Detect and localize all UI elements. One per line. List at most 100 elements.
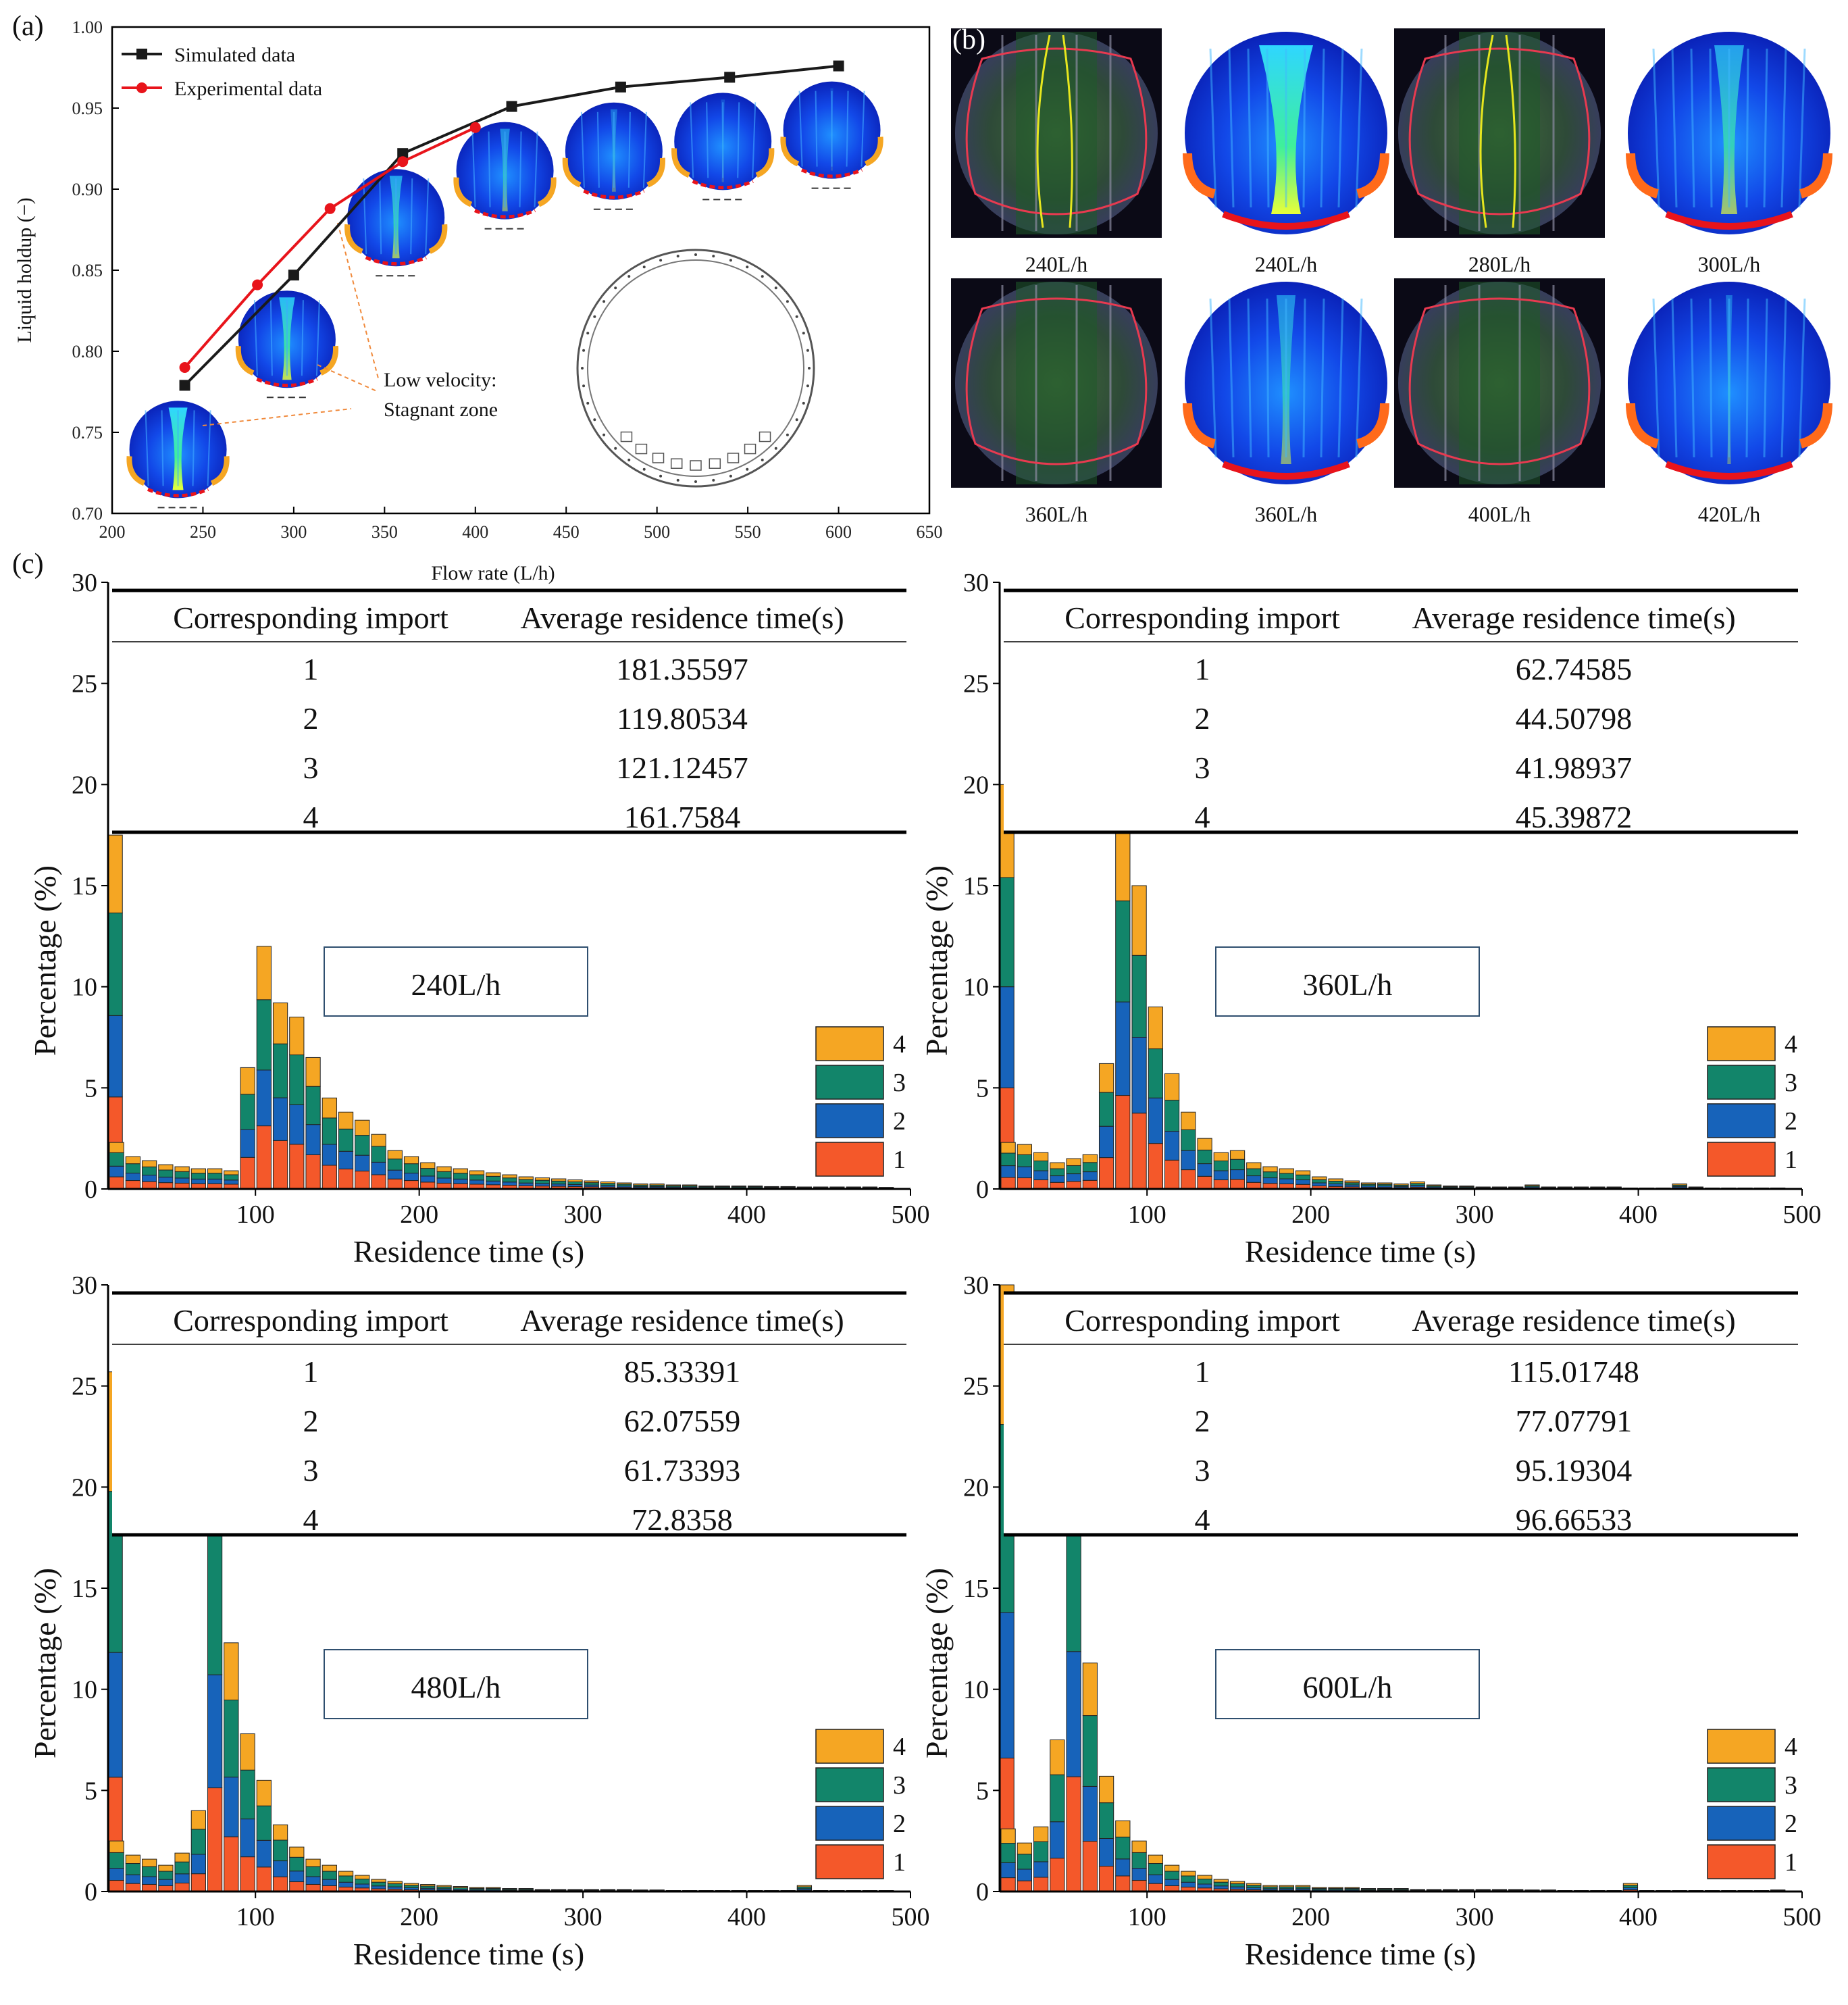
bar-segment-import-2 <box>1131 1037 1147 1114</box>
bar-segment-import-3 <box>305 1086 321 1125</box>
bar-segment-import-4 <box>1491 1889 1508 1891</box>
flow-rate-box <box>1215 946 1480 1017</box>
bar-segment-import-4 <box>1426 1184 1442 1186</box>
bar-segment-import-2 <box>502 1182 517 1186</box>
legend-label-1: 1 <box>1785 1848 1797 1877</box>
annotation-line-1: Low velocity: <box>384 369 496 391</box>
x-tick-label-a: 550 <box>735 522 761 542</box>
bar-segment-import-2 <box>1181 1881 1196 1887</box>
legend-label-3: 3 <box>893 1069 906 1097</box>
bar-segment-import-3 <box>1197 1149 1212 1165</box>
schematic-hole <box>786 300 789 303</box>
table-cell-import: 2 <box>303 701 319 736</box>
bar-segment-import-1 <box>125 1883 140 1892</box>
y-tick-label-a: 0.90 <box>72 180 103 199</box>
table-cell-time: 72.8358 <box>632 1502 733 1537</box>
experimental-point <box>397 156 409 168</box>
image-cell: 420L/h <box>1626 282 1832 526</box>
table-cell-time: 161.7584 <box>624 800 741 834</box>
bar-segment-import-3 <box>469 1174 485 1181</box>
schematic-nozzle <box>727 453 740 463</box>
bar-segment-import-2 <box>1033 1170 1049 1181</box>
bar-segment-import-2 <box>256 1069 272 1127</box>
cfd-thumbnail <box>671 93 775 201</box>
bar-segment-import-1 <box>174 1882 190 1892</box>
schematic-hole <box>582 349 586 352</box>
schematic-outer-ring <box>576 249 815 488</box>
legend-label-1: 1 <box>893 1146 906 1174</box>
bar-segment-import-4 <box>453 1168 468 1174</box>
bar-segment-import-3 <box>1148 1863 1163 1875</box>
bar-segment-import-3 <box>224 1174 239 1181</box>
histogram-360L/h: Corresponding import Average residence ti… <box>919 569 1822 1269</box>
schematic-hole <box>593 418 596 422</box>
bar-segment-import-4 <box>1098 1775 1114 1804</box>
bar-segment-import-4 <box>107 834 123 913</box>
table-cell-time: 115.01748 <box>1508 1354 1639 1389</box>
bar-segment-import-3 <box>1197 1879 1212 1885</box>
bar-segment-import-3 <box>289 1055 305 1105</box>
bar-segment-import-2 <box>551 1184 567 1187</box>
legend-swatch-1 <box>815 1844 884 1879</box>
x-tick-label: 200 <box>1291 1200 1330 1229</box>
image-caption: 280L/h <box>1468 252 1531 276</box>
image-caption: 240L/h <box>1025 252 1087 276</box>
cfd-streak <box>596 111 600 188</box>
bar-segment-import-4 <box>649 1889 665 1891</box>
bar-segment-import-2 <box>1328 1184 1343 1187</box>
bar-segment-import-3 <box>1148 1048 1163 1098</box>
x-tick-label: 400 <box>727 1903 766 1931</box>
schematic-hole <box>642 467 646 471</box>
bar-segment-import-1 <box>420 1182 436 1190</box>
cfd-wall-jet-right <box>210 456 230 486</box>
bar-segment-import-1 <box>355 1171 370 1190</box>
bar-segment-import-1 <box>256 1867 272 1892</box>
bar-segment-import-4 <box>158 1864 174 1872</box>
cfd-streak <box>534 131 538 207</box>
bar-segment-import-1 <box>1033 1179 1049 1190</box>
bar-segment-import-4 <box>1443 1889 1458 1891</box>
bar-segment-import-2 <box>1098 1838 1114 1867</box>
bar-segment-import-2 <box>534 1183 550 1187</box>
cfd-streak <box>627 111 631 188</box>
y-tick-label-a: 0.70 <box>72 504 103 524</box>
cfd-streak <box>1320 48 1325 208</box>
bar-segment-import-4 <box>1508 1186 1524 1188</box>
bar-segment-import-4 <box>272 1002 288 1044</box>
bar-segment-import-4 <box>436 1885 452 1887</box>
bar-segment-import-4 <box>371 1879 386 1883</box>
bar-segment-import-4 <box>125 1854 140 1864</box>
bar-segment-import-4 <box>1557 1186 1573 1188</box>
cfd-wall-jet-left <box>453 177 473 207</box>
bar-segment-import-4 <box>109 1142 124 1153</box>
x-axis-label: Residence time (s) <box>1245 1234 1476 1269</box>
cfd-streak <box>1320 298 1325 458</box>
bar-segment-import-3 <box>1213 1161 1229 1171</box>
bar-segment-import-2 <box>1262 1177 1278 1184</box>
legend-swatch-3 <box>815 1767 884 1802</box>
bar-segment-import-2 <box>1279 1178 1294 1185</box>
legend-label-3: 3 <box>893 1771 906 1800</box>
bar-segment-import-4 <box>1328 1178 1343 1182</box>
cfd-streak <box>846 91 849 167</box>
schematic-hole <box>761 275 764 278</box>
legend-label-4: 4 <box>893 1733 906 1761</box>
y-axis-a: 0.70 0.75 0.80 0.85 0.90 0.95 1.00 <box>72 18 119 524</box>
schematic-nozzle <box>620 431 633 442</box>
series-lines-a <box>179 60 844 391</box>
cfd-streak <box>161 410 164 486</box>
bar-segment-import-3 <box>125 1863 140 1875</box>
bar-segment-import-3 <box>240 1094 255 1130</box>
bar-segment-import-4 <box>371 1134 386 1147</box>
bar-segment-import-3 <box>999 877 1015 988</box>
bar-segment-import-4 <box>551 1178 567 1182</box>
bar-segment-import-4 <box>1148 1007 1163 1050</box>
bar-segment-import-2 <box>272 1097 288 1141</box>
bar-segment-import-1 <box>1098 1157 1114 1190</box>
bar-segment-import-2 <box>289 1104 305 1145</box>
schematic-hole <box>729 474 732 478</box>
bar-segment-import-3 <box>141 1866 157 1877</box>
histogram-600L/h: Corresponding import Average residence ti… <box>919 1271 1822 1971</box>
table-background <box>1004 1293 1798 1535</box>
cfd-wall-jet-left <box>126 456 146 486</box>
